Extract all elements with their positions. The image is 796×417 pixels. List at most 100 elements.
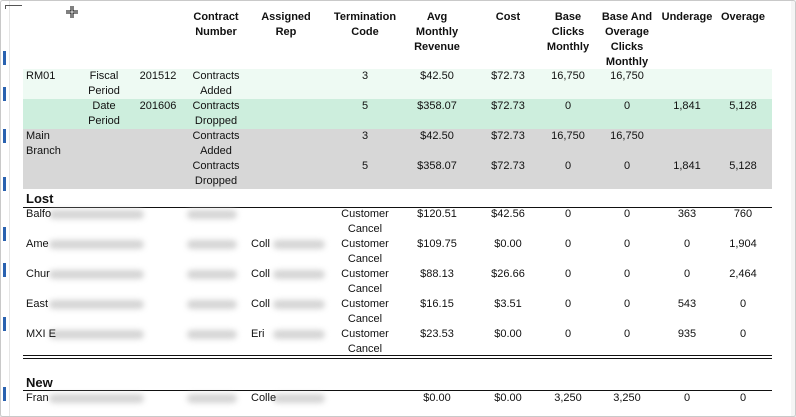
cell-over: 2,464: [729, 268, 757, 280]
cell-term: Customer Cancel: [341, 328, 389, 355]
cell-boc: 0: [623, 160, 631, 172]
cell-c3: Contracts Added: [192, 130, 240, 157]
vertical-scrollbar[interactable]: [791, 1, 795, 416]
cell-rev: $109.75: [417, 238, 457, 250]
cell-rev: $88.13: [420, 268, 454, 280]
cell-over: 5,128: [729, 160, 757, 172]
row-marker: [3, 177, 6, 191]
redacted-text: [187, 270, 237, 279]
redacted-text: [49, 240, 144, 249]
cell-term: 5: [361, 100, 369, 112]
cell-base: 3,250: [554, 392, 582, 404]
cell-cost: $72.73: [491, 160, 525, 172]
customer-name: East: [26, 298, 49, 310]
cell-c1: Date Period: [88, 100, 120, 127]
cell-cost: $0.00: [494, 238, 522, 250]
cell-term: Customer Cancel: [341, 298, 389, 325]
cell-rev: $358.07: [417, 100, 457, 112]
customer-name: Balfo: [26, 208, 52, 220]
cell-under: 1,841: [673, 100, 701, 112]
new-section-title: New: [26, 375, 53, 390]
cell-c3: Contracts Dropped: [192, 100, 240, 127]
table-row[interactable]: [23, 129, 772, 159]
table-row[interactable]: [23, 69, 772, 99]
customer-name: MXI E: [26, 328, 56, 340]
cell-boc: 0: [623, 268, 631, 280]
cell-boc: 3,250: [613, 392, 641, 404]
move-cursor-icon: [66, 6, 78, 18]
table-row[interactable]: [23, 159, 772, 189]
cell-over: 0: [739, 298, 747, 310]
cell-base: 0: [564, 238, 572, 250]
cell-base: 0: [564, 328, 572, 340]
cell-c3: Contracts Added: [192, 70, 240, 97]
cell-boc: 16,750: [610, 70, 644, 82]
row-marker: [3, 129, 6, 143]
cell-term: Customer Cancel: [341, 268, 389, 295]
assigned-rep: Eri: [251, 328, 265, 340]
column-header: Base Clicks Monthly: [546, 11, 590, 53]
cell-rev: $358.07: [417, 160, 457, 172]
cell-rev: $23.53: [420, 328, 454, 340]
column-header: Base And Overage Clicks Monthly: [601, 11, 653, 68]
cell-rev: $42.50: [420, 70, 454, 82]
column-header: Cost: [495, 11, 521, 23]
row-marker: [3, 317, 6, 331]
cell-base: 16,750: [551, 70, 585, 82]
column-header: Termination Code: [333, 11, 397, 38]
cell-boc: 0: [623, 100, 631, 112]
assigned-rep: Coll: [251, 298, 270, 310]
assigned-rep: Coll: [251, 238, 270, 250]
table-row[interactable]: [23, 99, 772, 129]
cell-boc: 0: [623, 238, 631, 250]
redacted-text: [187, 394, 237, 403]
cell-boc: 16,750: [610, 130, 644, 142]
redacted-text: [273, 394, 325, 403]
row-gutter: [1, 1, 10, 416]
cell-cost: $0.00: [494, 392, 522, 404]
cell-c2: 201512: [139, 70, 177, 82]
column-header: Underage: [661, 11, 713, 23]
cell-base: 0: [564, 100, 572, 112]
cell-under: 0: [683, 392, 691, 404]
assigned-rep: Colle: [251, 392, 277, 404]
cell-under: 935: [677, 328, 697, 340]
cell-base: 0: [564, 160, 572, 172]
cell-over: 0: [739, 328, 747, 340]
cell-boc: 0: [623, 298, 631, 310]
cell-rev: $42.50: [420, 130, 454, 142]
cell-c2: 201606: [139, 100, 177, 112]
cell-cost: $42.56: [491, 208, 525, 220]
cell-boc: 0: [623, 208, 631, 220]
redacted-text: [187, 330, 237, 339]
cell-over: 5,128: [729, 100, 757, 112]
cell-under: 363: [677, 208, 697, 220]
redacted-text: [187, 210, 237, 219]
cell-c0: RM01: [26, 70, 56, 82]
row-marker: [3, 227, 6, 241]
cell-cost: $3.51: [494, 298, 522, 310]
cell-term: 5: [361, 160, 369, 172]
customer-name: Chur: [26, 268, 50, 280]
cell-cost: $72.73: [491, 100, 525, 112]
cell-term: Customer Cancel: [341, 238, 389, 265]
cell-base: 0: [564, 208, 572, 220]
select-all-corner[interactable]: [5, 5, 22, 9]
new-section-rule: [23, 390, 772, 391]
column-header: Assigned Rep: [261, 11, 311, 38]
customer-name: Fran: [26, 392, 49, 404]
cell-base: 0: [564, 268, 572, 280]
cell-cost: $72.73: [491, 70, 525, 82]
row-marker: [3, 87, 6, 101]
cell-cost: $26.66: [491, 268, 525, 280]
redacted-text: [49, 300, 144, 309]
cell-base: 0: [564, 298, 572, 310]
cell-term: 3: [361, 130, 369, 142]
redacted-text: [187, 240, 237, 249]
lost-section-rule: [23, 207, 772, 208]
column-header: Contract Number: [193, 11, 239, 38]
lost-section-title: Lost: [26, 191, 54, 206]
cell-term: Customer Cancel: [341, 208, 389, 235]
cell-under: 0: [683, 238, 691, 250]
